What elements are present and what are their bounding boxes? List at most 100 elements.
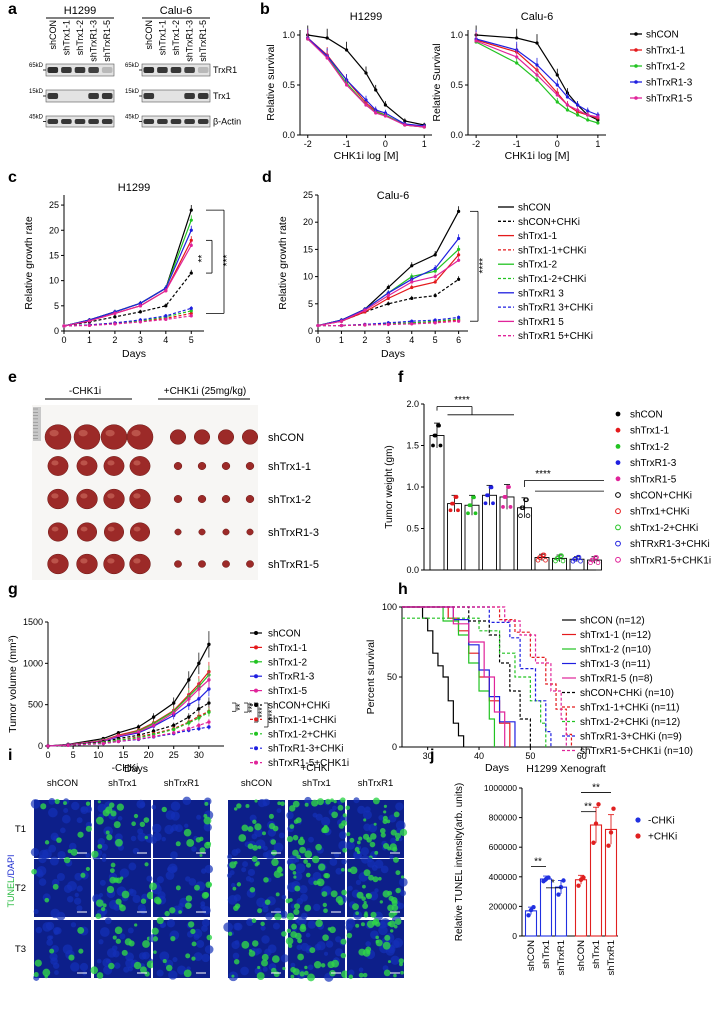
dapi-nucleus bbox=[390, 955, 400, 965]
x-tick-label: 5 bbox=[71, 750, 76, 760]
tunel-signal bbox=[389, 843, 397, 851]
x-tick-label: -2 bbox=[304, 139, 312, 149]
tunel-signal bbox=[286, 835, 293, 843]
dapi-nucleus bbox=[325, 940, 334, 948]
data-point bbox=[433, 294, 437, 298]
tunel-signal bbox=[355, 911, 359, 916]
series-line bbox=[47, 679, 210, 747]
protein-band bbox=[47, 67, 59, 73]
tunel-signal bbox=[251, 918, 257, 924]
x-axis-label: Days bbox=[485, 762, 509, 774]
tunel-signal bbox=[390, 897, 398, 904]
dapi-nucleus bbox=[46, 939, 54, 946]
tunel-signal bbox=[252, 844, 258, 851]
tunel-signal bbox=[384, 934, 391, 941]
tunel-signal bbox=[289, 824, 295, 829]
protein-band bbox=[101, 67, 113, 73]
significance-mark: ** bbox=[235, 703, 245, 711]
tunel-signal bbox=[133, 961, 142, 970]
dapi-nucleus bbox=[177, 965, 187, 975]
dapi-nucleus bbox=[307, 964, 314, 971]
tunel-signal bbox=[309, 947, 316, 954]
legend-entry: shCON+CHKi (n=10) bbox=[580, 688, 674, 699]
tunel-signal bbox=[263, 877, 269, 883]
data-point bbox=[187, 678, 191, 682]
tunel-signal bbox=[271, 955, 280, 963]
tunel-signal bbox=[341, 889, 347, 896]
legend-entry: shTrxR1 3 bbox=[518, 288, 564, 299]
protein-band bbox=[101, 93, 113, 99]
tunel-signal bbox=[316, 798, 324, 806]
legend-entry: shTrxR1-3+CHKi bbox=[268, 744, 343, 755]
dapi-nucleus bbox=[265, 912, 273, 921]
tunel-signal bbox=[115, 938, 121, 944]
tunel-signal bbox=[110, 862, 116, 868]
legend-entry: shTrx1-1 bbox=[630, 426, 670, 437]
tunel-signal bbox=[121, 890, 130, 899]
legend-entry: shTrx1-2+CHKi (n=12) bbox=[580, 717, 680, 728]
data-point bbox=[207, 687, 211, 691]
x-tick-label: 1 bbox=[595, 139, 600, 149]
dapi-nucleus bbox=[146, 875, 153, 882]
tunel-signal bbox=[31, 868, 37, 875]
lane-label: shTrx1-2 bbox=[171, 20, 181, 55]
dapi-nucleus bbox=[391, 940, 400, 949]
dapi-nucleus bbox=[85, 852, 90, 858]
data-point bbox=[197, 723, 201, 728]
dapi-nucleus bbox=[66, 895, 74, 903]
tunel-signal bbox=[340, 952, 347, 959]
data-point bbox=[374, 88, 378, 92]
data-point bbox=[546, 875, 551, 880]
legend-marker bbox=[615, 524, 621, 531]
y-tick-label: 50 bbox=[387, 672, 397, 682]
tunel-signal bbox=[105, 806, 113, 814]
dapi-nucleus bbox=[35, 926, 43, 934]
tunel-signal bbox=[256, 972, 265, 981]
data-point bbox=[136, 730, 141, 734]
data-point bbox=[403, 119, 407, 123]
data-point bbox=[578, 558, 583, 564]
tunel-signal bbox=[349, 837, 355, 843]
mw-marker: 65kD bbox=[125, 63, 140, 69]
tunel-signal bbox=[133, 813, 139, 819]
tunel-signal bbox=[113, 821, 121, 829]
legend-marker bbox=[615, 444, 621, 449]
data-point bbox=[456, 508, 460, 513]
data-point bbox=[593, 821, 599, 826]
data-point bbox=[138, 304, 142, 308]
data-point bbox=[575, 103, 580, 107]
series-line bbox=[402, 617, 547, 747]
dapi-nucleus bbox=[296, 916, 307, 927]
legend-entry: -CHKi bbox=[648, 816, 675, 827]
dapi-nucleus bbox=[76, 817, 83, 824]
dapi-nucleus bbox=[227, 895, 238, 905]
significance-mark: **** bbox=[454, 395, 470, 406]
dapi-nucleus bbox=[374, 888, 379, 893]
tumor-highlight bbox=[51, 493, 59, 499]
legend-marker bbox=[615, 460, 621, 465]
dapi-nucleus bbox=[358, 967, 364, 973]
tumor-mass bbox=[129, 488, 151, 510]
data-point bbox=[483, 501, 488, 506]
data-point bbox=[197, 661, 201, 666]
tunel-signal bbox=[293, 903, 301, 910]
data-point bbox=[207, 710, 211, 714]
tumor-highlight bbox=[133, 460, 141, 466]
tunel-signal bbox=[325, 798, 331, 805]
tunel-signal bbox=[380, 832, 386, 838]
tunel-signal bbox=[390, 929, 394, 933]
tumor-mass bbox=[100, 424, 128, 450]
legend-entry: shTrx1-2+CHKi bbox=[630, 523, 698, 534]
data-point bbox=[386, 296, 390, 300]
dapi-nucleus bbox=[314, 943, 322, 951]
tunel-signal bbox=[49, 948, 55, 954]
tunel-signal bbox=[365, 892, 373, 900]
dapi-nucleus bbox=[74, 897, 82, 905]
y-tick-label: 25 bbox=[49, 200, 59, 210]
tunel-signal bbox=[236, 803, 242, 809]
y-tick-label: 1000000 bbox=[484, 783, 517, 793]
legend-marker bbox=[634, 48, 638, 52]
dapi-nucleus bbox=[70, 922, 77, 928]
tunel-signal bbox=[116, 803, 124, 811]
series-line bbox=[63, 310, 192, 327]
